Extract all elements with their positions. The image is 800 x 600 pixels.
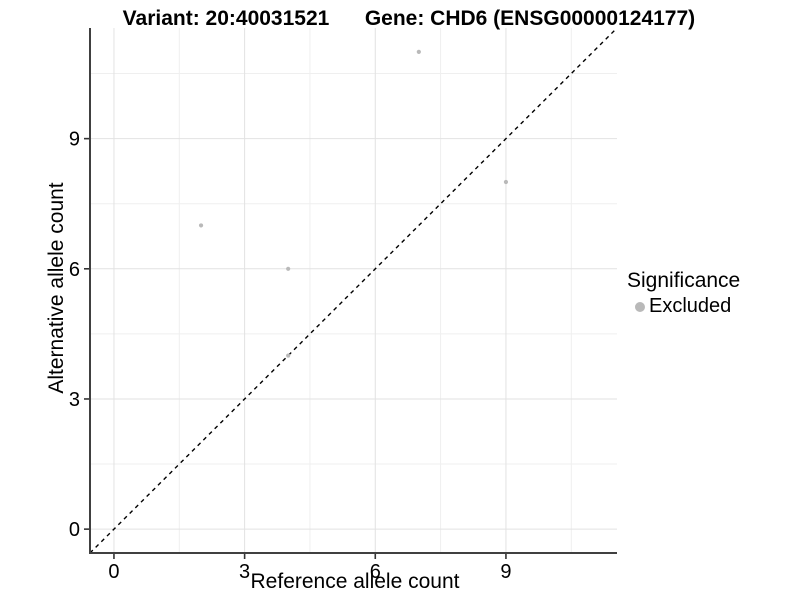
x-tick-label: 3 (239, 561, 250, 583)
legend: Significance Excluded (627, 269, 740, 318)
x-tick-label: 0 (108, 561, 119, 583)
legend-item-label: Excluded (649, 295, 732, 317)
y-axis-title: Alternative allele count (45, 182, 68, 394)
plot-title-gene: Gene: CHD6 (ENSG00000124177) (364, 7, 696, 30)
y-tick-label: 0 (69, 519, 80, 541)
plot-title-variant: Variant: 20:40031521 (122, 7, 330, 30)
legend-item-excluded: Excluded (635, 295, 740, 318)
x-axis-title: Reference allele count (250, 570, 460, 593)
data-point (416, 49, 421, 54)
legend-title: Significance (627, 269, 741, 292)
x-tick-label: 6 (370, 561, 381, 583)
identity-reference-line (89, 27, 618, 554)
legend-point-icon (635, 301, 645, 312)
data-point (286, 353, 291, 358)
data-point (198, 223, 204, 228)
y-tick-label: 3 (69, 389, 80, 411)
y-tick-label: 6 (69, 259, 80, 281)
data-point (286, 266, 291, 271)
x-tick-label: 9 (500, 561, 511, 583)
y-tick-label: 9 (69, 129, 80, 151)
data-point (503, 179, 509, 185)
